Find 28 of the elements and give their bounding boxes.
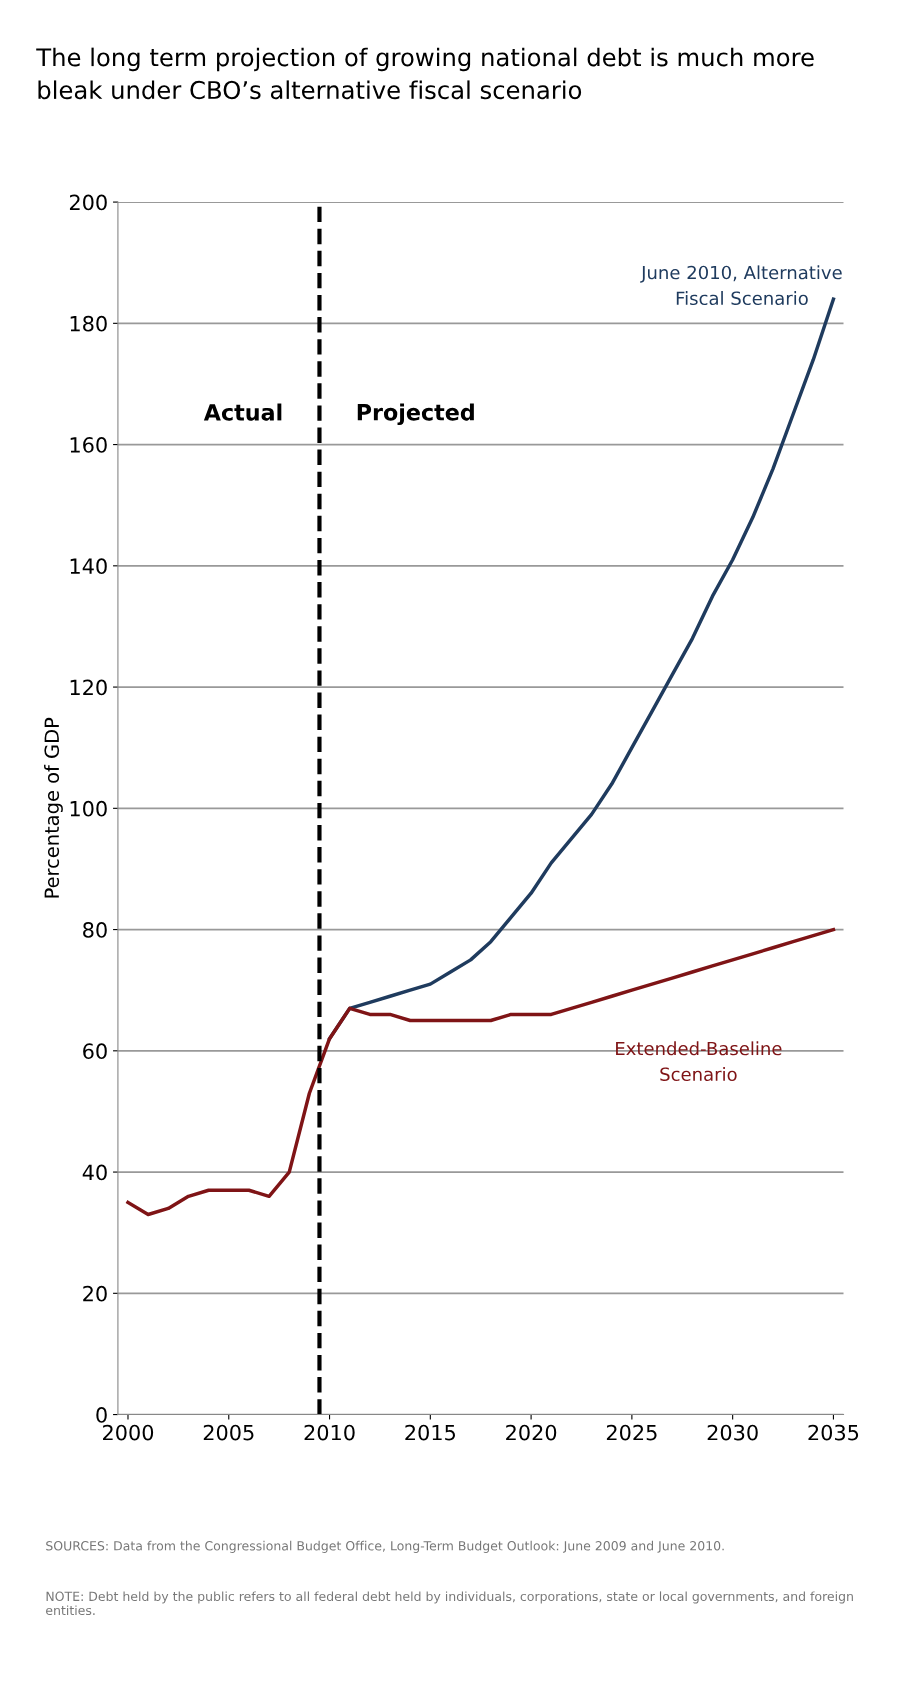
y-tick-label: 200 — [69, 194, 107, 211]
y-tick-label: 80 — [83, 922, 107, 938]
text: Extended-Baseline Scenario — [616, 1041, 782, 1082]
x-tick-label: 2030 — [707, 1424, 758, 1441]
y-tick-label: 20 — [83, 1285, 107, 1302]
x-tick-label: 2020 — [506, 1424, 557, 1441]
y-tick-label: 160 — [70, 437, 107, 453]
y-tick-label: 180 — [70, 315, 107, 332]
y-tick-label: 0 — [96, 1407, 107, 1423]
annotation: Actual — [203, 403, 282, 421]
annotation: Projected — [357, 403, 474, 426]
x-tick-label: 2015 — [405, 1424, 456, 1441]
chart-title: The long term projection of growing national debt is much more bleak under CBO’s alternative fiscal scenario — [36, 47, 814, 100]
line-series — [126, 927, 836, 1217]
series-label: June 2010, Alternative Fiscal Scenario — [640, 265, 842, 306]
y-tick-label: 140 — [70, 558, 107, 575]
source-note: SOURCES: Data from the Congressional Budget Office, Long-Term Budget Outlook: June 2009 and June 2010. — [46, 1540, 724, 1553]
x-tick-label: 2035 — [808, 1424, 859, 1441]
text: NOTE: Debt held by the public refers to all federal debt held by individuals, corporations, state or local governments, and foreign entities. — [46, 1591, 853, 1616]
y-axis-title: Percentage of GDP — [44, 717, 63, 898]
x-tick-label: 2010 — [304, 1424, 355, 1441]
x-tick-label: 2000 — [103, 1424, 154, 1441]
y-tick-label: 120 — [70, 679, 107, 696]
x-tick-label: 2025 — [606, 1424, 657, 1441]
y-tick-label: 60 — [83, 1043, 107, 1060]
y-tick-label: 40 — [82, 1164, 107, 1181]
y-tick-label: 100 — [70, 800, 107, 817]
x-tick-label: 2005 — [203, 1424, 254, 1441]
